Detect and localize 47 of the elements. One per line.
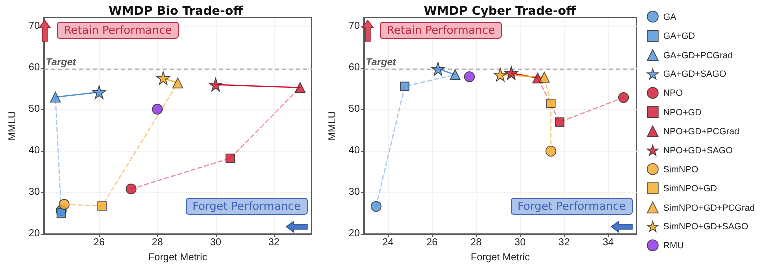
y-tick-label: 50 [28, 104, 40, 115]
legend-label: SimNPO+GD+SAGO [663, 222, 749, 232]
chart-title: WMDP Bio Trade-off [108, 4, 244, 18]
x-tick-label: 30 [514, 238, 526, 249]
legend-label: SimNPO+GD [663, 184, 718, 194]
y-tick-label: 40 [348, 145, 360, 156]
annotation: Forget Performance [510, 198, 633, 215]
ref-line-label: Target [46, 58, 77, 69]
y-tick-label: 40 [28, 145, 40, 156]
x-axis-title: Forget Metric [148, 252, 208, 264]
x-tick-label: 34 [602, 238, 614, 249]
x-tick-label: 26 [426, 238, 438, 249]
y-tick-label: 70 [348, 20, 360, 32]
legend-label: GA+GD [663, 31, 696, 42]
legend-label: GA+GD+PCGrad [663, 50, 734, 60]
legend-label: SimNPO [663, 164, 698, 174]
x-axis-title: Forget Metric [471, 252, 530, 264]
y-tick-label: 30 [348, 187, 360, 198]
annotation: Retain Performance [380, 22, 502, 39]
x-tick-label: 24 [382, 238, 394, 249]
x-tick-label: 32 [268, 238, 280, 249]
x-tick-label: 28 [470, 238, 482, 249]
legend-label: NPO+GD+SAGO [663, 145, 734, 156]
x-tick-label: 30 [210, 238, 222, 249]
legend-label: GA [663, 12, 676, 22]
legend-label: RMU [663, 240, 684, 251]
y-tick-label: 20 [28, 228, 40, 240]
legend-label: NPO [663, 88, 683, 98]
y-axis-title: MMLU [328, 111, 338, 141]
y-tick-label: 70 [28, 20, 40, 32]
legend-label: NPO+GD+PCGrad [663, 126, 740, 137]
y-axis-title: MMLU [8, 111, 18, 141]
y-tick-label: 50 [348, 104, 360, 115]
annotation: Retain Performance [57, 22, 180, 39]
x-tick-label: 26 [94, 238, 106, 249]
legend-label: GA+GD+SAGO [663, 69, 727, 80]
y-tick-label: 60 [28, 62, 40, 74]
y-tick-label: 60 [348, 62, 360, 74]
x-tick-label: 32 [558, 238, 570, 249]
chart-title: WMDP Cyber Trade-off [424, 4, 576, 18]
ref-line-label: Target [366, 58, 397, 69]
annotation: Forget Performance [186, 198, 308, 215]
y-tick-label: 20 [348, 228, 360, 240]
legend-label: SimNPO+GD+PCGrad [663, 202, 756, 213]
legend-label: NPO+GD [663, 107, 702, 118]
y-tick-label: 30 [28, 187, 40, 198]
x-tick-label: 28 [152, 238, 164, 249]
